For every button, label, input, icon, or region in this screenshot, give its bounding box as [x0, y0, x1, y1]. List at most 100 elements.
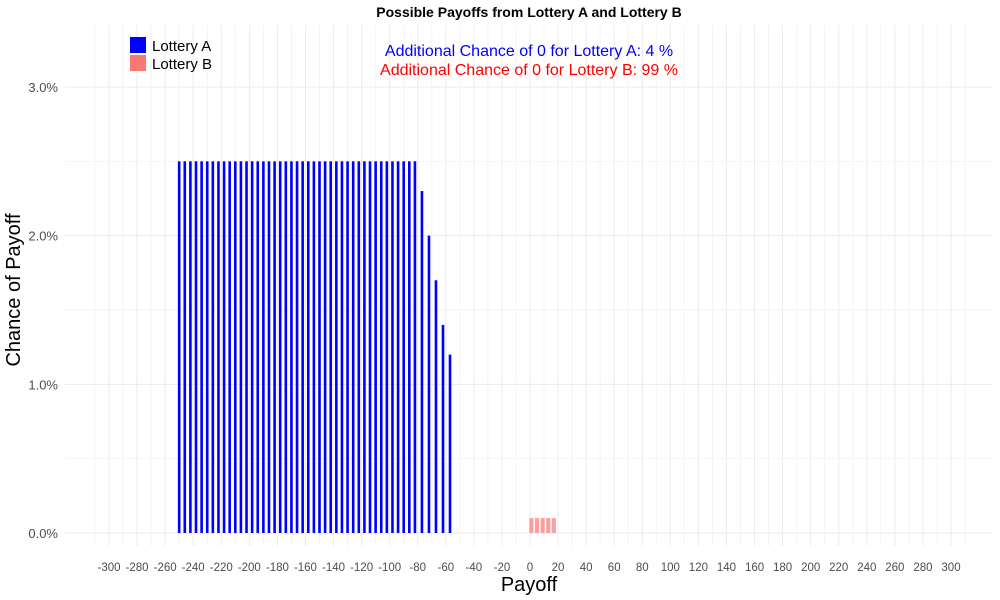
x-tick-label: -240	[182, 562, 205, 574]
x-tick-label: -140	[322, 562, 345, 574]
bar-lottery-a	[402, 161, 405, 534]
x-tick-label: -20	[494, 562, 511, 574]
bar-lottery-a	[234, 161, 237, 534]
y-tick-label: 2.0%	[28, 229, 58, 244]
x-tick-label: 180	[773, 562, 792, 574]
annotation-lottery-a: Additional Chance of 0 for Lottery A: 4 …	[385, 43, 673, 60]
chart-title: Possible Payoffs from Lottery A and Lott…	[376, 4, 681, 20]
legend-swatch-lottery-b	[130, 55, 146, 71]
x-tick-label: 200	[801, 562, 820, 574]
x-axis-label: Payoff	[501, 574, 558, 596]
bars	[177, 161, 556, 534]
legend-label-lottery-a: Lottery A	[152, 38, 211, 55]
bar-lottery-a	[374, 161, 377, 534]
bar-lottery-a	[256, 161, 260, 534]
bar-lottery-a	[448, 354, 452, 533]
bar-lottery-a	[284, 161, 288, 534]
bar-lottery-a	[441, 324, 445, 533]
x-tick-label: -280	[126, 562, 149, 574]
bar-lottery-a	[183, 161, 187, 534]
bar-lottery-a	[391, 161, 394, 534]
bar-lottery-a	[200, 161, 203, 534]
x-tick-label: -100	[378, 562, 401, 574]
grid-lines	[65, 25, 992, 546]
y-axis-label: Chance of Payoff	[3, 213, 25, 367]
bar-lottery-a	[318, 161, 321, 534]
bar-lottery-a	[194, 161, 198, 534]
bar-lottery-a	[228, 161, 231, 534]
bar-lottery-a	[434, 280, 438, 533]
bar-lottery-a	[217, 161, 220, 534]
x-tick-label: 20	[552, 562, 565, 574]
bar-lottery-a	[329, 161, 333, 534]
bar-lottery-a	[379, 161, 383, 534]
x-tick-label: 220	[829, 562, 848, 574]
bar-lottery-a	[363, 161, 366, 534]
bar-lottery-a	[222, 161, 226, 534]
bar-lottery-a	[396, 161, 400, 534]
bar-lottery-a	[306, 161, 310, 534]
x-tick-label: -80	[409, 562, 426, 574]
x-tick-label: 160	[745, 562, 764, 574]
x-axis-ticks: -300 -280 -260 -240 -220 -200 -180 -160 -140 -120…	[97, 562, 960, 574]
bar-lottery-a	[357, 161, 361, 534]
x-tick-label: 80	[636, 562, 649, 574]
bar-lottery-a	[278, 161, 282, 534]
bar-lottery-a	[312, 161, 316, 534]
legend: Lottery A Lottery B	[130, 37, 212, 73]
x-tick-label: -60	[437, 562, 454, 574]
bar-lottery-a	[211, 161, 215, 534]
x-tick-label: -180	[266, 562, 289, 574]
bar-lottery-a	[323, 161, 327, 534]
x-tick-label: -160	[294, 562, 317, 574]
bar-lottery-b	[546, 518, 551, 533]
bar-lottery-a	[205, 161, 209, 534]
bar-lottery-a	[351, 161, 355, 534]
bar-lottery-a	[340, 161, 344, 534]
bar-lottery-a	[245, 161, 248, 534]
bar-lottery-b	[551, 518, 556, 533]
x-tick-label: -200	[238, 562, 261, 574]
bar-lottery-b	[529, 518, 534, 533]
bar-lottery-b	[534, 518, 540, 533]
x-tick-label: 120	[689, 562, 708, 574]
bar-lottery-a	[295, 161, 299, 534]
annotation-lottery-b: Additional Chance of 0 for Lottery B: 99…	[380, 62, 678, 79]
bar-lottery-a	[177, 161, 181, 534]
bar-lottery-a	[385, 161, 389, 534]
bar-lottery-a	[368, 161, 372, 534]
x-tick-label: -300	[97, 562, 120, 574]
x-tick-label: 140	[717, 562, 736, 574]
legend-label-lottery-b: Lottery B	[152, 56, 212, 73]
bar-lottery-a	[413, 161, 417, 534]
x-tick-label: 40	[580, 562, 593, 574]
x-tick-label: 100	[661, 562, 680, 574]
x-tick-label: 260	[885, 562, 904, 574]
x-tick-label: 0	[527, 562, 533, 574]
y-axis-ticks: 0.0% 1.0% 2.0% 3.0%	[28, 80, 58, 541]
bar-lottery-a	[250, 161, 254, 534]
bar-lottery-a	[346, 161, 349, 534]
bar-lottery-b	[540, 518, 545, 533]
bar-lottery-a	[267, 161, 271, 534]
x-tick-label: 280	[913, 562, 932, 574]
x-tick-label: -120	[350, 562, 373, 574]
y-tick-label: 1.0%	[28, 377, 58, 392]
bar-lottery-a	[273, 161, 276, 534]
bar-lottery-a	[408, 161, 411, 534]
x-tick-label: 60	[608, 562, 621, 574]
bar-lottery-a	[290, 161, 293, 534]
y-tick-label: 0.0%	[28, 526, 58, 541]
y-tick-label: 3.0%	[28, 80, 58, 95]
bar-lottery-a	[427, 235, 431, 533]
legend-swatch-lottery-a	[130, 37, 146, 53]
bar-lottery-a	[189, 161, 192, 534]
bar-lottery-a	[335, 161, 338, 534]
bar-lottery-a	[420, 191, 424, 534]
x-tick-label: -260	[154, 562, 177, 574]
x-tick-label: 300	[941, 562, 960, 574]
bar-lottery-a	[262, 161, 265, 534]
bar-lottery-a	[301, 161, 304, 534]
x-tick-label: -40	[466, 562, 483, 574]
